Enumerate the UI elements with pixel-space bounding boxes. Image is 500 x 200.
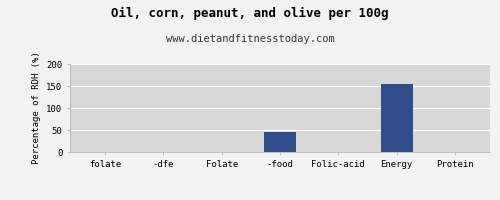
Bar (264, 132, 296, 152)
Text: Oil, corn, peanut, and olive per 100g: Oil, corn, peanut, and olive per 100g (111, 7, 389, 20)
Y-axis label: Percentage of RDH (%): Percentage of RDH (%) (32, 52, 40, 164)
Text: www.dietandfitnesstoday.com: www.dietandfitnesstoday.com (166, 34, 334, 44)
Bar (380, 84, 412, 152)
